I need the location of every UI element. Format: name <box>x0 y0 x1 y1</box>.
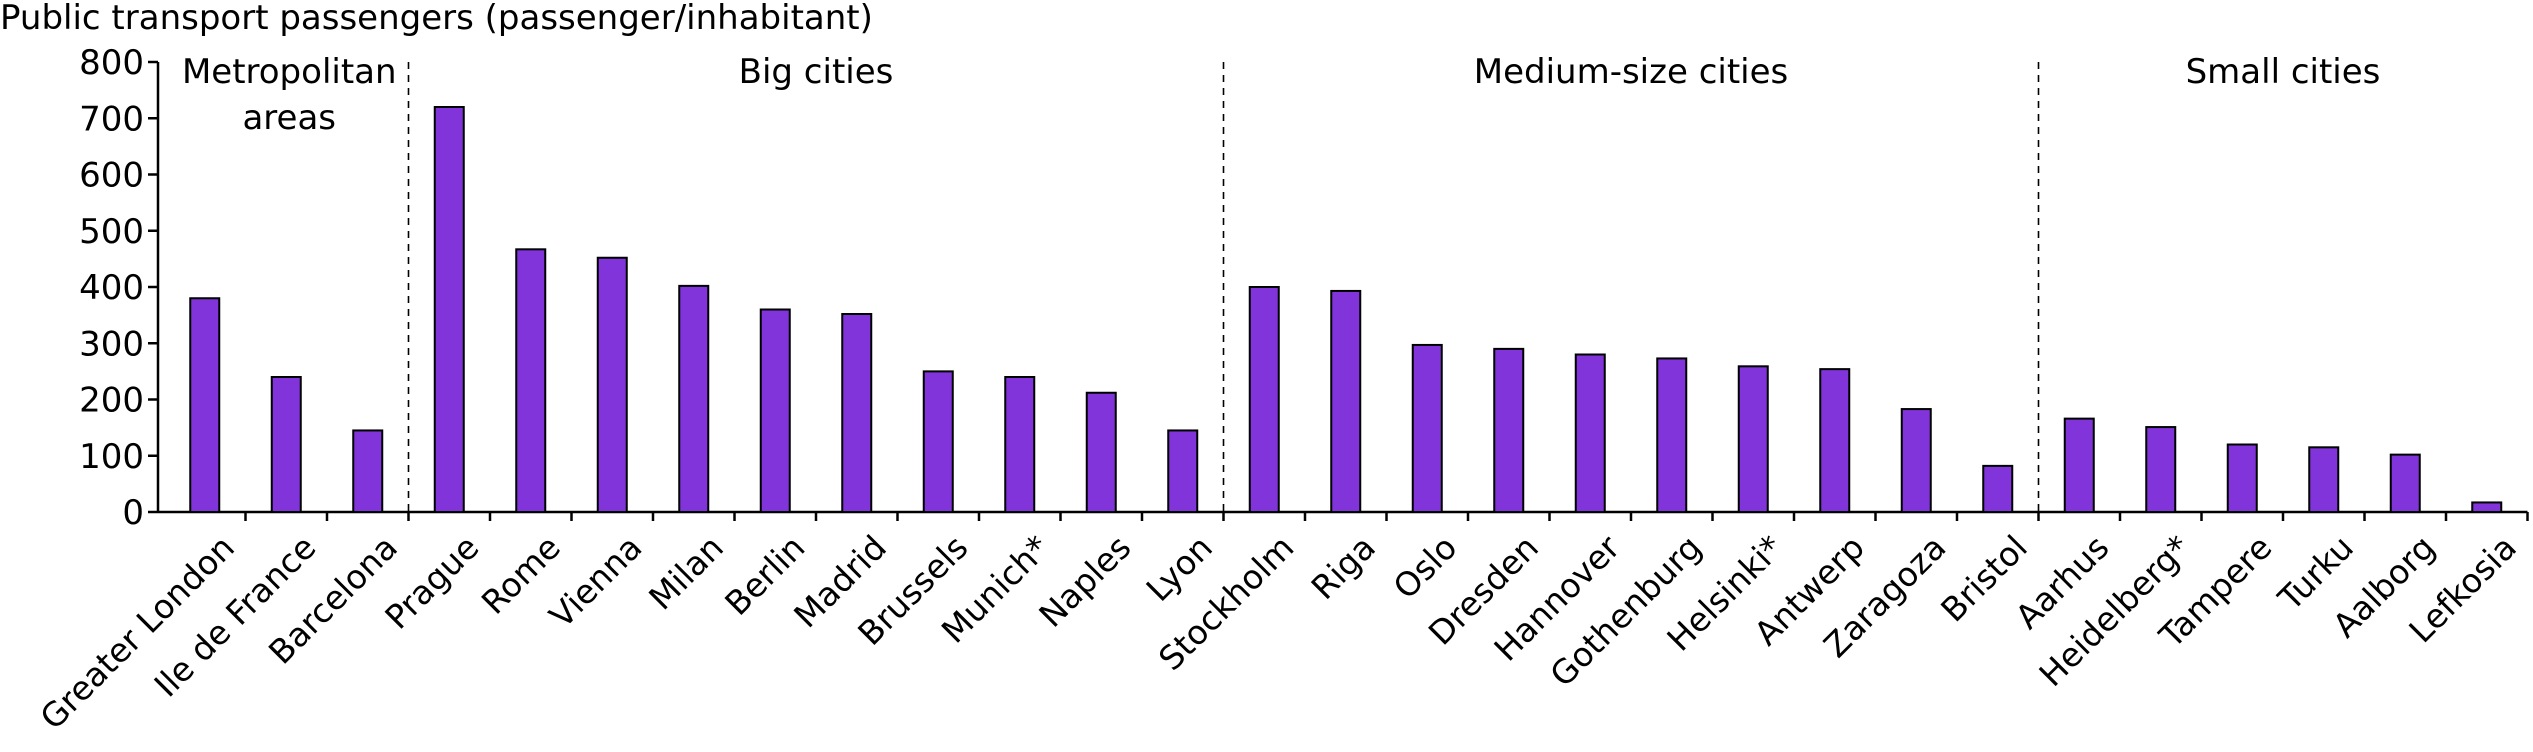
y-tick-label: 400 <box>79 268 144 308</box>
bar-vienna <box>596 256 628 513</box>
x-tick-label: Naples <box>1031 528 1138 635</box>
y-tick-label: 100 <box>79 437 144 477</box>
group-label: Small cities <box>2186 52 2381 92</box>
y-tick-label: 800 <box>79 43 144 83</box>
bar-riga <box>1330 289 1362 513</box>
group-label: Metropolitan <box>182 52 397 92</box>
bar-dresden <box>1493 347 1525 513</box>
x-tick-label: Milan <box>641 528 731 618</box>
bar-prague <box>433 106 465 513</box>
bar-oslo <box>1411 343 1443 513</box>
bar-berlin <box>759 308 791 513</box>
bar-helsinki <box>1737 365 1769 513</box>
bar-gothenburg <box>1656 357 1688 513</box>
group-label: Medium-size cities <box>1474 52 1789 92</box>
y-tick-label: 700 <box>79 99 144 139</box>
y-tick-label: 0 <box>122 493 144 533</box>
bar-milan <box>678 284 710 513</box>
bar-naples <box>1085 391 1117 513</box>
bar-greater-london <box>189 297 221 513</box>
bar-antwerp <box>1819 368 1851 513</box>
bar-munich <box>1004 376 1036 513</box>
bar-barcelona <box>352 429 384 513</box>
y-tick-label: 200 <box>79 381 144 421</box>
bar-heidelberg <box>2145 426 2177 513</box>
bar-aalborg <box>2389 453 2421 513</box>
chart-title: Public transport passengers (passenger/i… <box>0 0 873 38</box>
bar-turku <box>2308 446 2340 513</box>
x-tick-label: Riga <box>1304 528 1383 607</box>
y-tick-label: 300 <box>79 324 144 364</box>
y-tick-label: 600 <box>79 156 144 196</box>
bar-rome <box>515 248 547 513</box>
x-tick-label: Vienna <box>542 528 650 636</box>
bar-ile-de-france <box>270 376 302 513</box>
bar-madrid <box>841 313 873 513</box>
bar-aarhus <box>2063 417 2095 513</box>
bar-brussels <box>922 370 954 513</box>
bar-lyon <box>1167 429 1199 513</box>
bar-zaragoza <box>1900 408 1932 513</box>
bar-tampere <box>2226 443 2258 513</box>
bar-hannover <box>1574 353 1606 513</box>
bar-lefkosia <box>2471 501 2503 513</box>
bar-stockholm <box>1248 286 1280 513</box>
group-label: areas <box>242 98 336 138</box>
group-label: Big cities <box>739 52 894 92</box>
bar-bristol <box>1982 464 2014 513</box>
y-tick-label: 500 <box>79 212 144 252</box>
